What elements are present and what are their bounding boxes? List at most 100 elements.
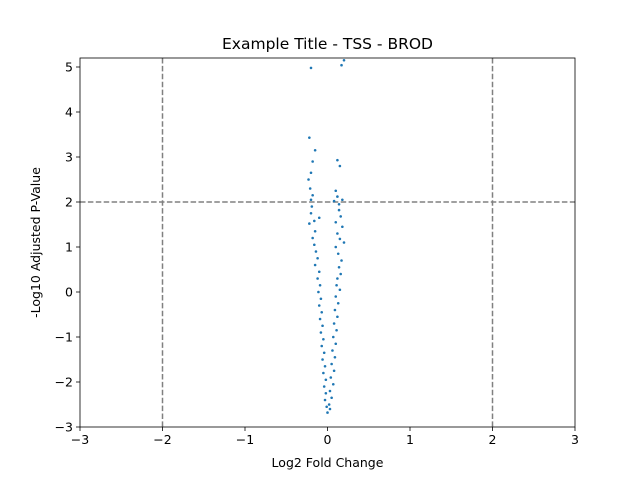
data-point [311,236,314,240]
data-point [339,215,343,218]
data-point [311,160,314,163]
data-point [327,403,331,406]
data-point [331,349,334,352]
y-tick-label: −3 [55,420,73,435]
data-point [336,252,340,256]
data-point [317,304,321,307]
data-point [340,259,343,262]
data-point [324,391,328,395]
data-point [313,243,316,247]
data-point [313,148,317,152]
data-point [342,241,346,244]
data-point [335,328,338,332]
x-axis-label: Log2 Fold Change [272,455,384,470]
data-point [307,178,310,181]
data-point [333,355,337,359]
data-point [337,208,341,212]
x-tick-label: −2 [153,432,171,447]
data-point [318,317,322,321]
data-point [329,376,333,379]
y-tick-label: 0 [65,285,73,300]
data-point [328,407,332,411]
data-point [336,158,339,162]
data-point [330,362,333,366]
x-tick-label: −3 [71,432,89,447]
data-point [326,411,329,414]
data-point [334,245,338,249]
data-point [309,198,313,202]
data-point [309,171,313,175]
y-tick-label: −2 [55,375,73,390]
data-point [309,66,313,70]
data-point [336,195,339,198]
data-point [328,389,332,393]
data-point [333,308,337,312]
data-point [330,396,333,400]
data-point [341,225,344,229]
data-point [313,229,317,233]
data-point [308,136,311,139]
data-point [316,256,319,260]
plot-frame [79,57,576,428]
data-point [337,202,341,206]
data-point [336,301,340,305]
data-point [334,295,338,298]
data-point [338,164,342,168]
data-point [334,342,338,346]
data-point [311,193,314,197]
data-point [323,398,327,402]
x-tick-label: 1 [406,432,414,447]
data-point [338,237,342,241]
data-point [317,290,320,294]
data-point [322,385,326,388]
data-point [332,199,336,203]
data-points [307,58,346,414]
data-point [310,205,314,208]
data-point [331,335,335,339]
data-point [336,232,339,235]
data-point [320,344,324,348]
data-point [313,219,316,223]
data-point [318,283,322,287]
data-point [331,382,335,386]
data-point [336,315,339,319]
data-point [317,270,321,274]
y-tick-label: 3 [65,150,73,165]
data-point [338,288,342,292]
data-point [316,277,319,280]
x-axis-ticks: −3 −2 −1 0 1 2 3 [71,427,579,447]
data-point [341,198,344,202]
data-point [322,337,325,341]
y-tick-label: 5 [65,60,73,75]
data-point [319,297,323,301]
data-point [308,187,312,190]
data-point [324,378,328,382]
x-tick-label: 0 [324,432,332,447]
y-tick-label: −1 [55,330,73,345]
chart-title: Example Title - TSS - BROD [222,35,433,53]
data-point [322,371,325,375]
data-point [342,58,346,62]
data-point [322,351,326,355]
data-point [319,331,323,334]
data-point [309,211,313,215]
data-point [313,263,317,267]
data-point [337,265,341,269]
data-point [314,250,318,253]
data-point [339,272,343,276]
x-tick-label: 2 [489,432,497,447]
x-tick-label: 3 [571,432,579,447]
data-point [335,283,338,287]
data-point [336,277,339,280]
data-point [321,358,324,361]
y-axis-label: -Log10 Adjusted P-Value [28,167,43,318]
data-point [308,222,311,225]
data-point [332,369,336,373]
data-point [334,220,338,224]
y-axis-ticks: −3 −2 −1 0 1 2 3 4 5 [55,60,80,435]
data-point [321,324,324,328]
data-point [340,63,343,67]
y-tick-label: 4 [65,105,73,120]
y-tick-label: 2 [65,195,73,210]
